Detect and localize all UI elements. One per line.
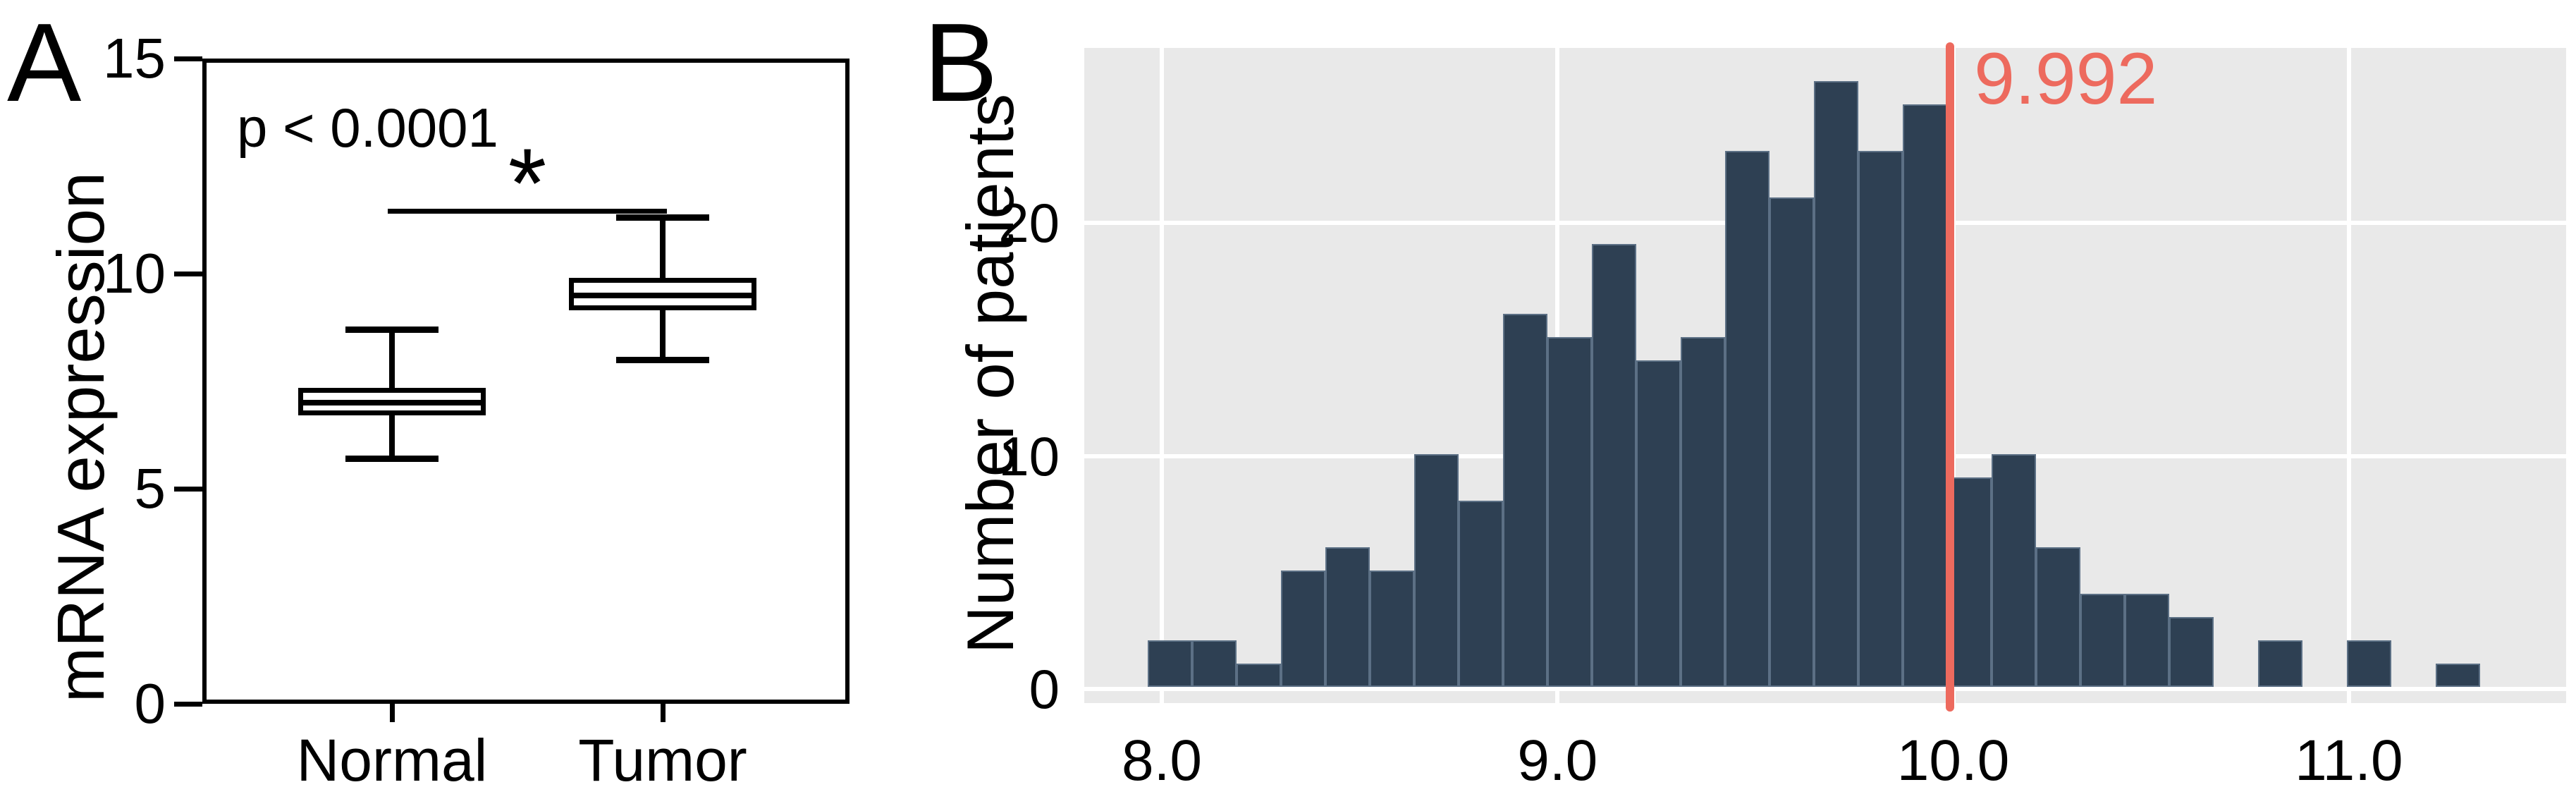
panel-b-x-tick-label: 9.0 [1517,728,1598,793]
box-whisker-stem-bottom [389,415,395,459]
histogram-bar [2036,547,2081,687]
panel-a-pvalue-text: p < 0.0001 [237,97,498,159]
histogram-bar [1725,150,1770,687]
panel-b-v-gridline [1160,48,1164,703]
panel-b-y-tick-label: 10 [998,425,1060,487]
panel-b-v-gridline [2346,48,2351,703]
histogram-bar [1947,477,1992,687]
box-whisker-stem-top [660,217,666,279]
box-median-line [574,292,752,298]
panel-b-y-tick-label: 0 [1029,658,1060,720]
panel-a-y-tick-label: 15 [103,27,166,90]
histogram-bar [1636,360,1681,687]
panel-b-h-gridline [1084,687,2566,691]
box-whisker-stem-top [389,329,395,388]
panel-a-significance-asterisk: * [508,127,547,238]
histogram-bar [2125,593,2170,687]
panel-a-letter: A [7,1,82,125]
histogram-bar [2080,593,2126,687]
panel-b-x-tick-label: 10.0 [1896,728,2010,793]
panel-b-y-tick-label: 20 [998,192,1060,254]
histogram-bar [1770,197,1815,687]
histogram-bar [1325,547,1370,687]
histogram-bar [2436,663,2481,687]
histogram-bar [1992,453,2037,687]
panel-b-x-tick-label: 11.0 [2295,728,2403,793]
histogram-bar [1414,453,1459,687]
histogram-bar [1281,570,1326,687]
histogram-bar [1147,640,1192,687]
panel-a-y-tick-mark [174,486,202,492]
histogram-bar [1903,104,1948,687]
panel-a-y-tick-label: 5 [134,457,166,520]
panel-a-y-tick-label: 10 [103,242,166,305]
box-whisker-cap-min [345,455,438,462]
panel-b-y-axis-label: Number of patients [953,93,1027,654]
panel-b-threshold-label: 9.992 [1974,38,2158,120]
box-median-line [303,400,481,405]
histogram-bar [1370,570,1415,687]
panel-b-histogram: B Number of patients 0 10 20 8.0 9.0 10.0 11.0… [916,0,2576,799]
histogram-bar [1236,663,1281,687]
histogram-bar [1459,500,1504,687]
histogram-bar [1681,337,1726,687]
panel-a-y-tick-mark [174,56,202,61]
panel-a-x-tick-mark [660,704,666,722]
box-whisker-cap-max [345,326,438,333]
histogram-bar [2258,640,2303,687]
box-whisker-cap-max [616,214,709,221]
panel-a-plot-frame [202,59,850,704]
histogram-bar [1814,80,1859,687]
panel-a-y-tick-label: 0 [134,672,166,735]
box-whisker-stem-bottom [660,310,666,360]
box-whisker-cap-min [616,356,709,363]
panel-a-significance-line [388,209,667,214]
histogram-bar [1191,640,1237,687]
histogram-bar [1592,244,1637,687]
panel-a-category-label: Normal [296,727,488,793]
panel-a-category-label: Tumor [578,727,747,793]
histogram-bar [1503,314,1548,687]
histogram-bar [2347,640,2392,687]
panel-b-letter: B [924,1,998,125]
histogram-bar [1858,150,1903,687]
panel-a-y-tick-mark [174,701,202,707]
panel-a-y-tick-mark [174,271,202,276]
panel-a-boxplot: A mRNA expression p < 0.0001 * 0 5 10 15 Nor… [0,0,916,799]
panel-b-x-tick-label: 8.0 [1122,728,1202,793]
panel-a-x-tick-mark [389,704,395,722]
histogram-bar [1547,337,1593,687]
panel-b-threshold-line [1946,42,1955,712]
histogram-bar [2169,616,2214,687]
